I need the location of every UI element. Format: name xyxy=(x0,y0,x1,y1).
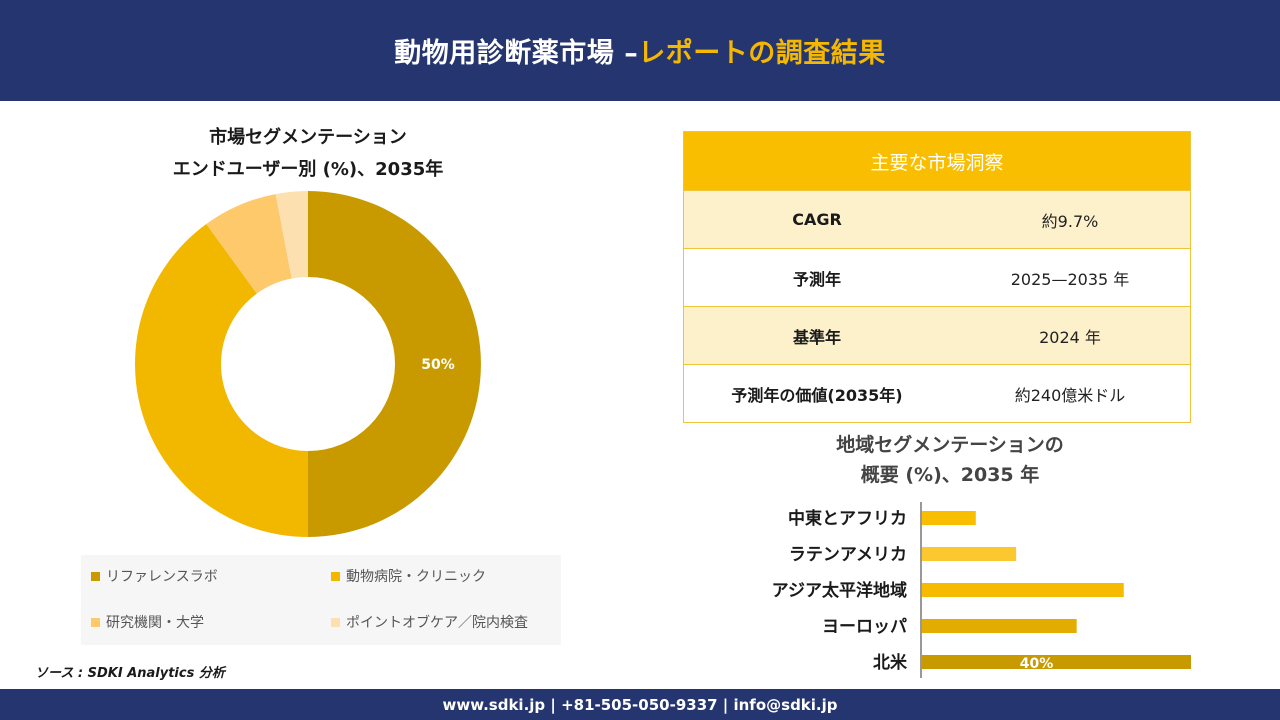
legend-label: ポイントオブケア／院内検査 xyxy=(346,615,528,631)
insight-value: 2024 年 xyxy=(1039,327,1101,347)
key-insights-heading: 主要な市場洞察 xyxy=(684,132,1190,190)
bar xyxy=(922,619,1077,633)
insight-value: 約240億米ドル xyxy=(1014,385,1126,405)
region-title-line2: 概要 (%)、2035 年 xyxy=(860,464,1040,486)
insight-key: 予測年の価値(2035年) xyxy=(731,385,903,405)
donut-chart-title: 市場セグメンテーション エンドユーザー別 (%)、2035年 xyxy=(100,122,516,186)
page-footer: www.sdki.jp | +81-505-050-9337 | info@sd… xyxy=(0,689,1280,720)
insight-key: CAGR xyxy=(792,210,842,229)
insight-key: 予測年 xyxy=(792,269,841,289)
donut-slice xyxy=(275,191,308,279)
insight-value: 約9.7% xyxy=(1041,211,1099,231)
region-chart-title: 地域セグメンテーションの 概要 (%)、2035 年 xyxy=(770,430,1130,490)
legend-swatch xyxy=(91,617,100,627)
bar xyxy=(922,655,1191,669)
header-title-accent: レポートの調査結果 xyxy=(638,38,886,69)
source-note: ソース : SDKI Analytics 分析 xyxy=(35,666,225,681)
insight-row: 予測年 2025—2035 年 xyxy=(684,248,1190,306)
donut-slice xyxy=(135,224,308,538)
insight-row: CAGR 約9.7% xyxy=(684,190,1190,248)
legend-item: リファレンスラボ xyxy=(91,566,218,586)
legend-swatch xyxy=(331,617,340,627)
legend-swatch xyxy=(91,571,100,581)
legend-label: リファレンスラボ xyxy=(106,569,218,585)
legend-label: 研究機関・大学 xyxy=(106,615,204,631)
bar xyxy=(922,547,1017,561)
region-title-line1: 地域セグメンテーションの xyxy=(836,434,1064,456)
page-header: 動物用診断薬市場 – レポートの調査結果 xyxy=(0,0,1280,101)
bar-category-label: アジア太平洋地域 xyxy=(772,580,907,601)
header-title: 動物用診断薬市場 – xyxy=(394,38,639,69)
insight-key: 基準年 xyxy=(792,327,841,347)
legend-label: 動物病院・クリニック xyxy=(346,569,486,585)
bar-data-label: 40% xyxy=(1020,656,1054,672)
bar-category-label: ヨーロッパ xyxy=(822,617,907,637)
insight-row: 予測年の価値(2035年) 約240億米ドル xyxy=(684,364,1190,422)
bar-category-label: ラテンアメリカ xyxy=(789,545,907,565)
bar-category-label: 中東とアフリカ xyxy=(788,508,907,529)
donut-legend: リファレンスラボ 動物病院・クリニック研究機関・大学 ポイントオブケア／院内検査 xyxy=(81,555,561,645)
donut-slice xyxy=(308,191,481,537)
donut-slice-label: 50% xyxy=(421,357,455,373)
insight-value: 2025—2035 年 xyxy=(1010,269,1130,289)
legend-swatch xyxy=(331,571,340,581)
legend-item: 研究機関・大学 xyxy=(91,612,204,632)
donut-title-line1: 市場セグメンテーション xyxy=(209,127,407,148)
legend-item: ポイントオブケア／院内検査 xyxy=(331,612,528,632)
bar xyxy=(922,511,976,525)
bar xyxy=(922,583,1124,597)
legend-item: 動物病院・クリニック xyxy=(331,566,486,586)
bar-category-label: 北米 xyxy=(873,652,908,673)
donut-chart: 50% xyxy=(135,191,481,538)
donut-title-line2: エンドユーザー別 (%)、2035年 xyxy=(172,159,444,180)
donut-slice xyxy=(206,194,292,294)
key-insights-table: 主要な市場洞察 CAGR 約9.7% 予測年 2025—2035 年基準年 2024 年… xyxy=(683,131,1191,423)
insight-row: 基準年 2024 年 xyxy=(684,306,1190,364)
